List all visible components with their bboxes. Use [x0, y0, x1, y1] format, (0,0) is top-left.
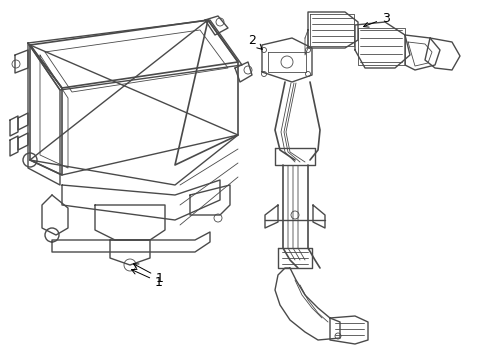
- Text: 2: 2: [248, 33, 262, 49]
- Text: 1: 1: [133, 264, 164, 284]
- Text: 3: 3: [364, 12, 390, 27]
- Text: 1: 1: [131, 269, 163, 288]
